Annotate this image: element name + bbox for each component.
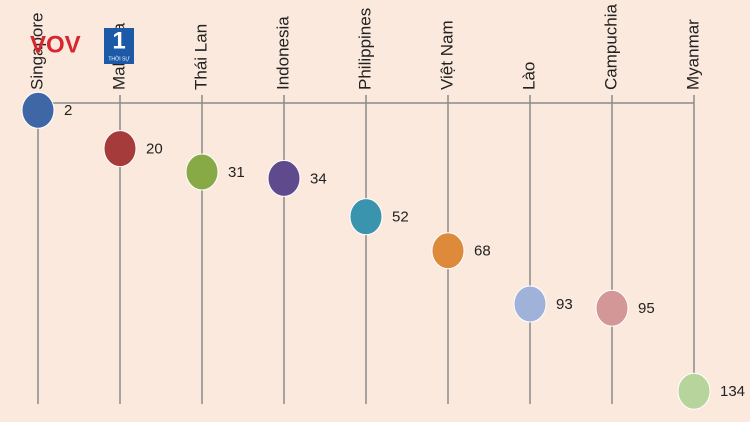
category-label: Campuchia <box>601 3 620 90</box>
value-label: 95 <box>638 300 655 317</box>
category-label: Singapore <box>27 12 46 90</box>
value-label: 93 <box>556 296 573 313</box>
value-label: 52 <box>392 209 409 226</box>
category-label: Philippines <box>355 8 374 90</box>
logo-box <box>104 28 134 64</box>
dot <box>513 285 547 323</box>
value-label: 34 <box>310 170 327 187</box>
dot <box>21 91 55 129</box>
category-label: Indonesia <box>273 16 292 90</box>
logo-text: VOV <box>30 31 81 58</box>
category-label: Myanmar <box>683 19 702 90</box>
value-label: 31 <box>228 164 245 181</box>
value-label: 134 <box>720 383 745 400</box>
logo: VOV 1 THỜI SỰ <box>30 27 134 64</box>
category-label: Lào <box>519 62 538 90</box>
dot <box>349 198 383 236</box>
dot <box>103 130 137 168</box>
category-label: Thái Lan <box>191 24 210 90</box>
dot <box>267 159 301 197</box>
value-label: 2 <box>64 102 72 119</box>
dot <box>595 289 629 327</box>
value-label: 68 <box>474 243 491 260</box>
logo-caption: THỜI SỰ <box>108 55 130 62</box>
dot <box>185 153 219 191</box>
category-label: Việt Nam <box>437 20 456 90</box>
dot <box>677 372 711 410</box>
logo-number: 1 <box>112 27 125 54</box>
dot <box>431 232 465 270</box>
value-label: 20 <box>146 141 163 158</box>
